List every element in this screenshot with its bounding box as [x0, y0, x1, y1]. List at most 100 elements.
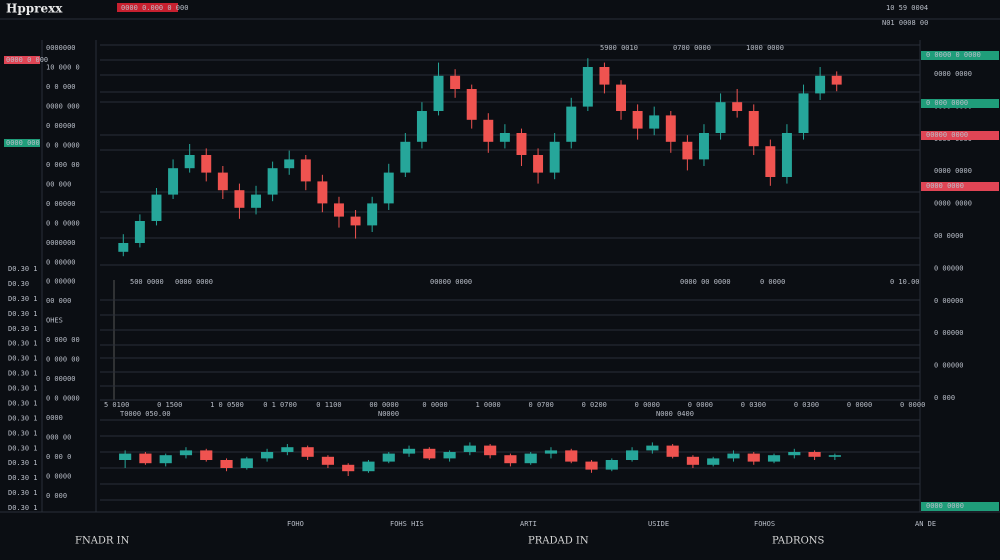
candle-body	[281, 447, 294, 452]
lower-header: T0000 050.00	[120, 410, 171, 418]
candle-body	[466, 89, 477, 120]
candle-body	[362, 461, 375, 472]
footer-tab[interactable]: PADRONS	[772, 536, 825, 547]
candle-body	[524, 453, 537, 464]
candle-body	[159, 455, 172, 464]
price-badge-text: 0 0000 0 0000	[926, 51, 981, 59]
price-label: 0 000	[934, 394, 955, 402]
candle-body	[423, 448, 436, 459]
candle-body	[798, 93, 809, 133]
price-badge[interactable]	[921, 131, 999, 140]
left-badge-text: 0000 0 000	[6, 56, 48, 64]
candle-body	[666, 445, 679, 457]
time-label: 0 0300	[794, 401, 819, 409]
footer-tab[interactable]: PRADAD IN	[528, 536, 589, 547]
candle-body	[284, 159, 295, 169]
left-label: D0.30 1	[8, 414, 38, 422]
left-value: 0000000	[46, 239, 76, 247]
footer-label: ARTI	[520, 520, 537, 528]
candle-body	[699, 133, 709, 160]
top-stat: 0700 0000	[673, 44, 711, 52]
left-value: 0000	[46, 414, 63, 422]
left-value: 0 000 00	[46, 336, 80, 344]
candle-body	[828, 455, 841, 457]
left-badge[interactable]	[4, 56, 40, 64]
time-label: 0 0700	[529, 401, 554, 409]
left-label: D0.30 1	[8, 489, 38, 497]
candle-body	[240, 458, 253, 468]
left-value: 0 00000	[46, 122, 76, 130]
time-label: 1 0 0500	[210, 401, 244, 409]
candle-body	[382, 453, 395, 462]
left-label: D0.30 1	[8, 399, 38, 407]
price-badge[interactable]	[921, 99, 999, 108]
candle-body	[443, 452, 456, 459]
price-label: 0 00000	[934, 329, 964, 337]
time-label: 1 0000	[475, 401, 500, 409]
candle-body	[831, 75, 842, 85]
candle-body	[781, 133, 792, 177]
candle-body	[168, 168, 179, 195]
candle-body	[808, 452, 821, 457]
alert-text: 0000 0.000 0 000	[121, 4, 188, 12]
candle-body	[334, 203, 344, 217]
left-value: 00 000	[46, 297, 71, 305]
left-label: D0.30 1	[8, 429, 38, 437]
left-value: 0000 000	[46, 102, 80, 110]
candle-body	[549, 141, 560, 173]
candle-body	[483, 119, 494, 142]
candle-body	[118, 243, 129, 252]
price-badge[interactable]	[921, 182, 999, 191]
candle-body	[342, 464, 355, 472]
price-label: 0 00000	[934, 297, 964, 305]
candle-body	[139, 453, 152, 464]
left-value: 0 000 00	[46, 161, 80, 169]
time-label: 0 0200	[582, 401, 607, 409]
footer-tab[interactable]: FNADR IN	[75, 536, 130, 547]
price-label: 0 00000	[934, 362, 964, 370]
left-label: D0.30 1	[8, 310, 38, 318]
candle-body	[732, 102, 743, 111]
toolbar-item: 500 0000	[130, 278, 164, 286]
candle-body	[632, 111, 643, 129]
time-label: 0 1100	[316, 401, 341, 409]
price-badge[interactable]	[921, 51, 999, 60]
left-value: 0 00000	[46, 258, 76, 266]
candle-body	[715, 102, 726, 133]
candle-body	[201, 155, 212, 173]
candle-body	[682, 141, 693, 160]
price-badge[interactable]	[921, 502, 999, 511]
candle-body	[605, 460, 618, 470]
alert-box[interactable]	[117, 3, 178, 12]
candle-body	[402, 448, 416, 454]
footer-label: AN DE	[915, 520, 936, 528]
candle-body	[747, 453, 760, 462]
time-label: 0 0000	[688, 401, 713, 409]
time-label: 0 0300	[741, 401, 766, 409]
candle-body	[599, 67, 610, 85]
left-label: D0.30 1	[8, 295, 38, 303]
toolbar-item: 0 10.00	[890, 278, 920, 286]
left-value: 000 00	[46, 434, 71, 442]
lower-header: N000 0400	[656, 410, 694, 418]
candle-body	[533, 155, 544, 173]
candle-body	[184, 155, 195, 169]
candle-body	[649, 115, 660, 129]
price-badge-text: 0 000 0000	[926, 99, 968, 107]
footer-label: FOHO	[287, 520, 304, 528]
candle-body	[646, 445, 659, 451]
left-label: D0.30	[8, 280, 29, 288]
toolbar-item: 0 0000	[760, 278, 785, 286]
lower-header: N0000	[378, 410, 399, 418]
candle-body	[727, 453, 740, 459]
candle-body	[815, 75, 826, 94]
candle-body	[321, 456, 334, 465]
candle-body	[748, 111, 759, 147]
left-badge[interactable]	[4, 139, 40, 147]
left-badge-text: 0000 000	[6, 139, 40, 147]
candle-body	[119, 453, 132, 460]
left-label: D0.30 1	[8, 325, 38, 333]
toolbar-item: 0000 00 0000	[680, 278, 731, 286]
